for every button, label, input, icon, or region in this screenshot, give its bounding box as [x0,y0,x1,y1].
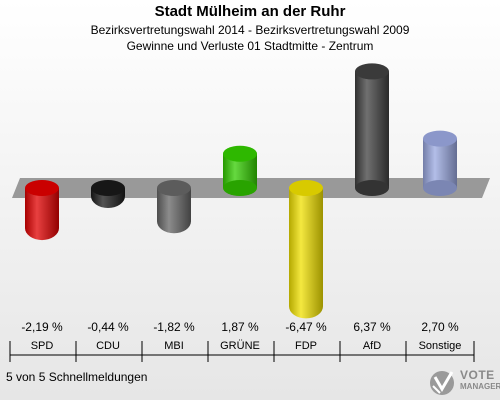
logo-text-manager: MANAGER [460,382,500,391]
category-label: Sonstige [419,340,462,352]
bar-mbi [157,180,191,234]
bar-cdu [91,180,125,209]
value-label: -6,47 % [285,320,327,334]
category-label: FDP [295,340,317,352]
chart-title: Stadt Mülheim an der Ruhr [154,3,346,20]
status-text: 5 von 5 Schnellmeldungen [6,370,148,384]
value-label: -0,44 % [87,320,129,334]
bar-spd [25,180,59,241]
value-label: 1,87 % [221,320,259,334]
value-label: -2,19 % [21,320,63,334]
category-label: MBI [164,340,184,352]
value-label: 2,70 % [421,320,459,334]
category-label: SPD [31,340,54,352]
bar-grüne [223,145,257,196]
chart-subtitle-1: Bezirksvertretungswahl 2014 - Bezirksver… [90,23,410,37]
chart-subtitle-2: Gewinne und Verluste 01 Stadtmitte - Zen… [126,39,374,53]
bar-fdp [289,180,323,319]
bar-afd [355,63,389,196]
category-label: GRÜNE [220,340,260,352]
bar-sonstige [423,130,457,196]
category-label: CDU [96,340,120,352]
value-label: 6,37 % [353,320,391,334]
category-label: AfD [363,340,381,352]
value-label: -1,82 % [153,320,195,334]
vote-manager-logo-icon [430,371,454,395]
logo-text-vote: VOTE [460,368,495,382]
